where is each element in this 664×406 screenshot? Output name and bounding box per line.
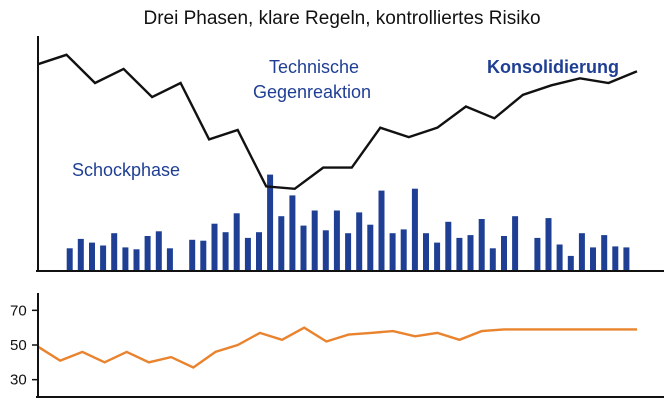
indicator-y-tick-label: 70 (10, 302, 27, 319)
price-line (37, 53, 638, 191)
volume-bar (445, 221, 452, 271)
volume-bar (512, 216, 519, 271)
volume-bar (322, 230, 329, 271)
volume-bar (434, 242, 441, 271)
volume-bar (144, 236, 151, 271)
volume-bar (478, 219, 485, 271)
phase-label-rebound-line1: Technische (269, 57, 359, 77)
volume-bar (333, 210, 340, 271)
indicator-line (37, 326, 637, 369)
volume-bar (389, 233, 396, 271)
volume-bar (623, 247, 630, 271)
indicator-y-tick-label: 30 (10, 372, 27, 389)
volume-bar (89, 242, 95, 271)
volume-bar (411, 188, 418, 271)
volume-bar (556, 244, 563, 271)
volume-bar (356, 212, 363, 271)
volume-bar (155, 231, 162, 271)
volume-bar (211, 223, 218, 271)
volume-bar (489, 248, 496, 271)
volume-bar (501, 236, 507, 271)
volume-bar (311, 210, 318, 271)
volume-bar (244, 237, 251, 271)
volume-bar (66, 248, 73, 271)
volume-bar (133, 249, 140, 271)
phase-label-consolidation: Konsolidierung (487, 57, 619, 77)
volume-bar (166, 248, 173, 271)
volume-bars (66, 174, 630, 271)
volume-bar (456, 237, 463, 271)
volume-bar (100, 245, 107, 271)
volume-bar (423, 233, 429, 271)
volume-bar (345, 233, 352, 271)
volume-bar (233, 213, 240, 271)
volume-bar (578, 233, 585, 271)
chart-title: Drei Phasen, klare Regeln, kontrollierte… (143, 8, 540, 29)
volume-bar (278, 216, 285, 271)
phase-label-shock: Schockphase (72, 160, 180, 180)
volume-bar (378, 190, 385, 271)
volume-bar (300, 225, 307, 271)
volume-bar (122, 247, 129, 271)
volume-bar (601, 235, 608, 271)
volume-bar (467, 235, 474, 271)
volume-bar (534, 237, 541, 271)
volume-bar (267, 174, 274, 271)
volume-bar (400, 229, 407, 271)
phase-label-rebound-line2: Gegenreaktion (253, 82, 371, 102)
volume-bar (590, 247, 596, 271)
volume-bar (567, 255, 574, 271)
volume-bar (77, 238, 84, 271)
volume-bar (545, 218, 552, 271)
volume-bar (111, 233, 118, 271)
indicator-y-ticks: 30 50 70 (10, 302, 38, 389)
volume-bar (189, 239, 196, 271)
volume-bar (256, 232, 262, 271)
volume-bar (289, 195, 296, 271)
volume-bar (222, 232, 229, 271)
volume-bar (367, 224, 374, 271)
indicator-y-tick-label: 50 (10, 337, 27, 354)
volume-bar (612, 246, 619, 271)
volume-bar (200, 240, 207, 271)
